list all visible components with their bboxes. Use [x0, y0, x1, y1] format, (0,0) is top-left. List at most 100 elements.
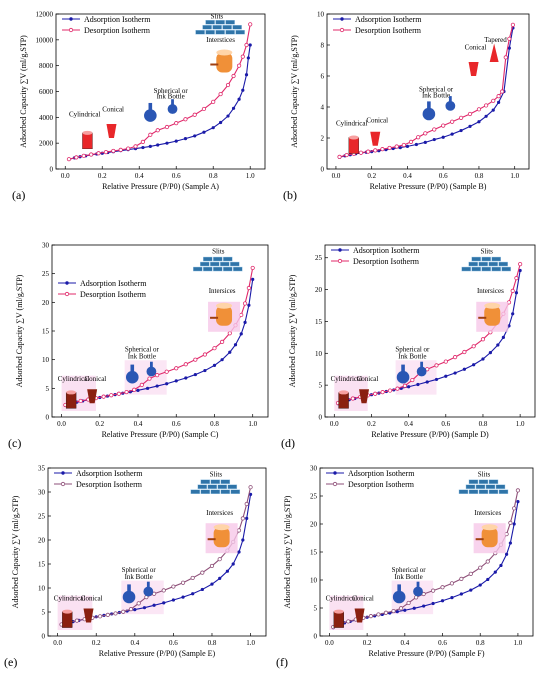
desorption-point [240, 54, 245, 59]
adsorption-point [505, 552, 509, 556]
desorption-point [401, 142, 406, 148]
desorption-point [440, 585, 445, 590]
flask-icon-neck [148, 102, 153, 112]
x-tick-label: 0.0 [53, 639, 62, 647]
x-tick-label: 0.8 [475, 172, 484, 180]
adsorption-point [431, 601, 435, 606]
desorption-point [450, 119, 455, 124]
adsorption-point [191, 592, 195, 596]
y-tick-label: 25 [315, 254, 323, 262]
flask-icon-neck [427, 101, 431, 110]
slit-icon [205, 20, 215, 25]
legend-entry: Adsorption Isotherm [84, 15, 151, 24]
desorption-point [408, 139, 414, 144]
desorption-point [242, 301, 248, 306]
slit-icon [458, 489, 469, 494]
adsorption-point [407, 385, 411, 389]
slit-icon [491, 256, 501, 262]
legend-entry: Desorption Isotherm [80, 290, 147, 299]
slit-icon [215, 20, 225, 25]
legend-entry: Desorption Isotherm [348, 480, 415, 489]
cylinder-icon [348, 137, 359, 154]
y-tick-label: 6 [321, 73, 325, 81]
x-axis-label: Relative Pressure (P/P0) (Sample F) [369, 649, 485, 658]
desorption-point [350, 396, 355, 401]
desorption-point [124, 389, 129, 395]
cylinder-icon [65, 392, 77, 409]
adsorption-point [469, 588, 473, 592]
x-tick-label: 1.0 [246, 639, 255, 647]
slit-icon [220, 479, 231, 484]
annotation-label: Cylindrical [326, 595, 358, 603]
adsorption-point [444, 374, 448, 378]
y-tick-label: 15 [310, 549, 318, 557]
legend-marker [338, 248, 342, 252]
flask-icon [146, 366, 157, 377]
adsorption-point [156, 143, 160, 147]
annotation-label: Intersices [474, 509, 501, 517]
flask-icon [392, 590, 406, 604]
adsorption-point [491, 108, 495, 112]
slit-icon [235, 30, 245, 35]
slit-icon [225, 20, 235, 25]
desorption-point [510, 22, 516, 27]
adsorption-point [174, 139, 178, 143]
annotation-label: Spherical or [122, 566, 157, 574]
adsorption-point [514, 291, 519, 295]
legend-marker [340, 17, 344, 21]
x-tick-label: 0.2 [363, 639, 372, 647]
desorption-point [402, 383, 408, 388]
desorption-point [395, 386, 400, 391]
x-tick-label: 0.4 [134, 420, 143, 428]
slit-icon [190, 489, 201, 494]
x-axis-label: Relative Pressure (P/P0) (Sample E) [99, 649, 216, 658]
x-tick-label: 0.6 [439, 172, 448, 180]
adsorption-point [241, 88, 245, 92]
desorption-point [514, 276, 519, 281]
slit-icon [195, 30, 205, 35]
desorption-point [391, 608, 396, 614]
y-tick-label: 10 [42, 356, 50, 364]
adsorption-point [241, 538, 245, 542]
desorption-point [147, 376, 152, 381]
x-tick-label: 0.8 [479, 420, 488, 428]
desorption-point [248, 22, 253, 27]
desorption-point [231, 73, 236, 79]
flask-icon-neck [171, 99, 174, 106]
x-tick-label: 0.2 [367, 172, 376, 180]
desorption-point [476, 107, 482, 112]
flask-icon [413, 586, 423, 597]
plot-frame [47, 467, 267, 637]
adsorption-point [395, 610, 399, 614]
legend-marker [61, 471, 65, 475]
desorption-point [510, 288, 515, 293]
desorption-point [236, 528, 242, 533]
desorption-point [358, 150, 364, 155]
desorption-point [380, 147, 385, 152]
desorption-point [443, 359, 448, 364]
y-tick-label: 8 [321, 42, 325, 50]
y-tick-label: 6000 [39, 88, 54, 96]
desorption-point [164, 124, 170, 130]
desorption-point [66, 157, 72, 162]
slit-icon [501, 266, 511, 272]
y-axis-label: Adsorbed Capacity ∑V (ml/g,STP) [19, 35, 28, 148]
slit-icon [488, 479, 499, 484]
adsorption-point [184, 376, 188, 380]
desorption-point [373, 391, 378, 396]
y-tick-label: 5 [46, 385, 50, 393]
slit-icon [478, 489, 489, 494]
adsorption-point [203, 368, 207, 373]
slit-icon [230, 261, 240, 267]
adsorption-point [231, 106, 236, 110]
desorption-point [239, 312, 244, 318]
adsorption-point [237, 550, 241, 554]
flask-icon [167, 104, 178, 114]
slit-icon [203, 256, 213, 262]
adsorption-point [136, 388, 140, 392]
annotation-label: Conical [352, 595, 374, 603]
y-tick-label: 20 [315, 286, 323, 294]
adsorption-point [247, 303, 251, 307]
y-tick-label: 25 [42, 270, 50, 278]
y-tick-label: 20 [42, 299, 50, 307]
